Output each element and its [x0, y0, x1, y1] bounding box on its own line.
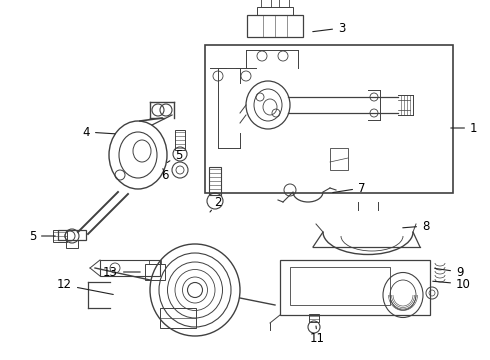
Text: 12: 12: [57, 279, 113, 294]
Bar: [261, 0, 271, 7]
Bar: [175, 130, 185, 150]
Text: 3: 3: [313, 22, 345, 35]
Bar: [100, 260, 160, 276]
Bar: [330, 148, 348, 170]
Bar: [145, 264, 165, 280]
Text: 9: 9: [435, 266, 464, 279]
Text: 6: 6: [161, 168, 169, 181]
Bar: [257, 7, 293, 15]
Bar: [53, 230, 67, 242]
Bar: [279, 0, 289, 7]
Bar: [58, 230, 86, 240]
Text: 1: 1: [451, 122, 477, 135]
Text: 5: 5: [28, 230, 55, 243]
Bar: [309, 314, 319, 322]
Text: 7: 7: [333, 181, 366, 194]
Bar: [209, 167, 221, 195]
Text: 2: 2: [210, 195, 222, 212]
Text: 5: 5: [167, 149, 182, 162]
Bar: [280, 260, 430, 315]
Text: 10: 10: [433, 278, 471, 291]
Bar: [66, 240, 78, 248]
Bar: [149, 260, 161, 264]
Bar: [160, 308, 196, 328]
Text: 4: 4: [82, 126, 115, 139]
Bar: [290, 267, 390, 305]
Bar: [205, 45, 453, 193]
Text: 8: 8: [403, 220, 429, 233]
Bar: [247, 15, 303, 37]
Text: 13: 13: [103, 266, 140, 279]
Text: 11: 11: [310, 326, 325, 345]
